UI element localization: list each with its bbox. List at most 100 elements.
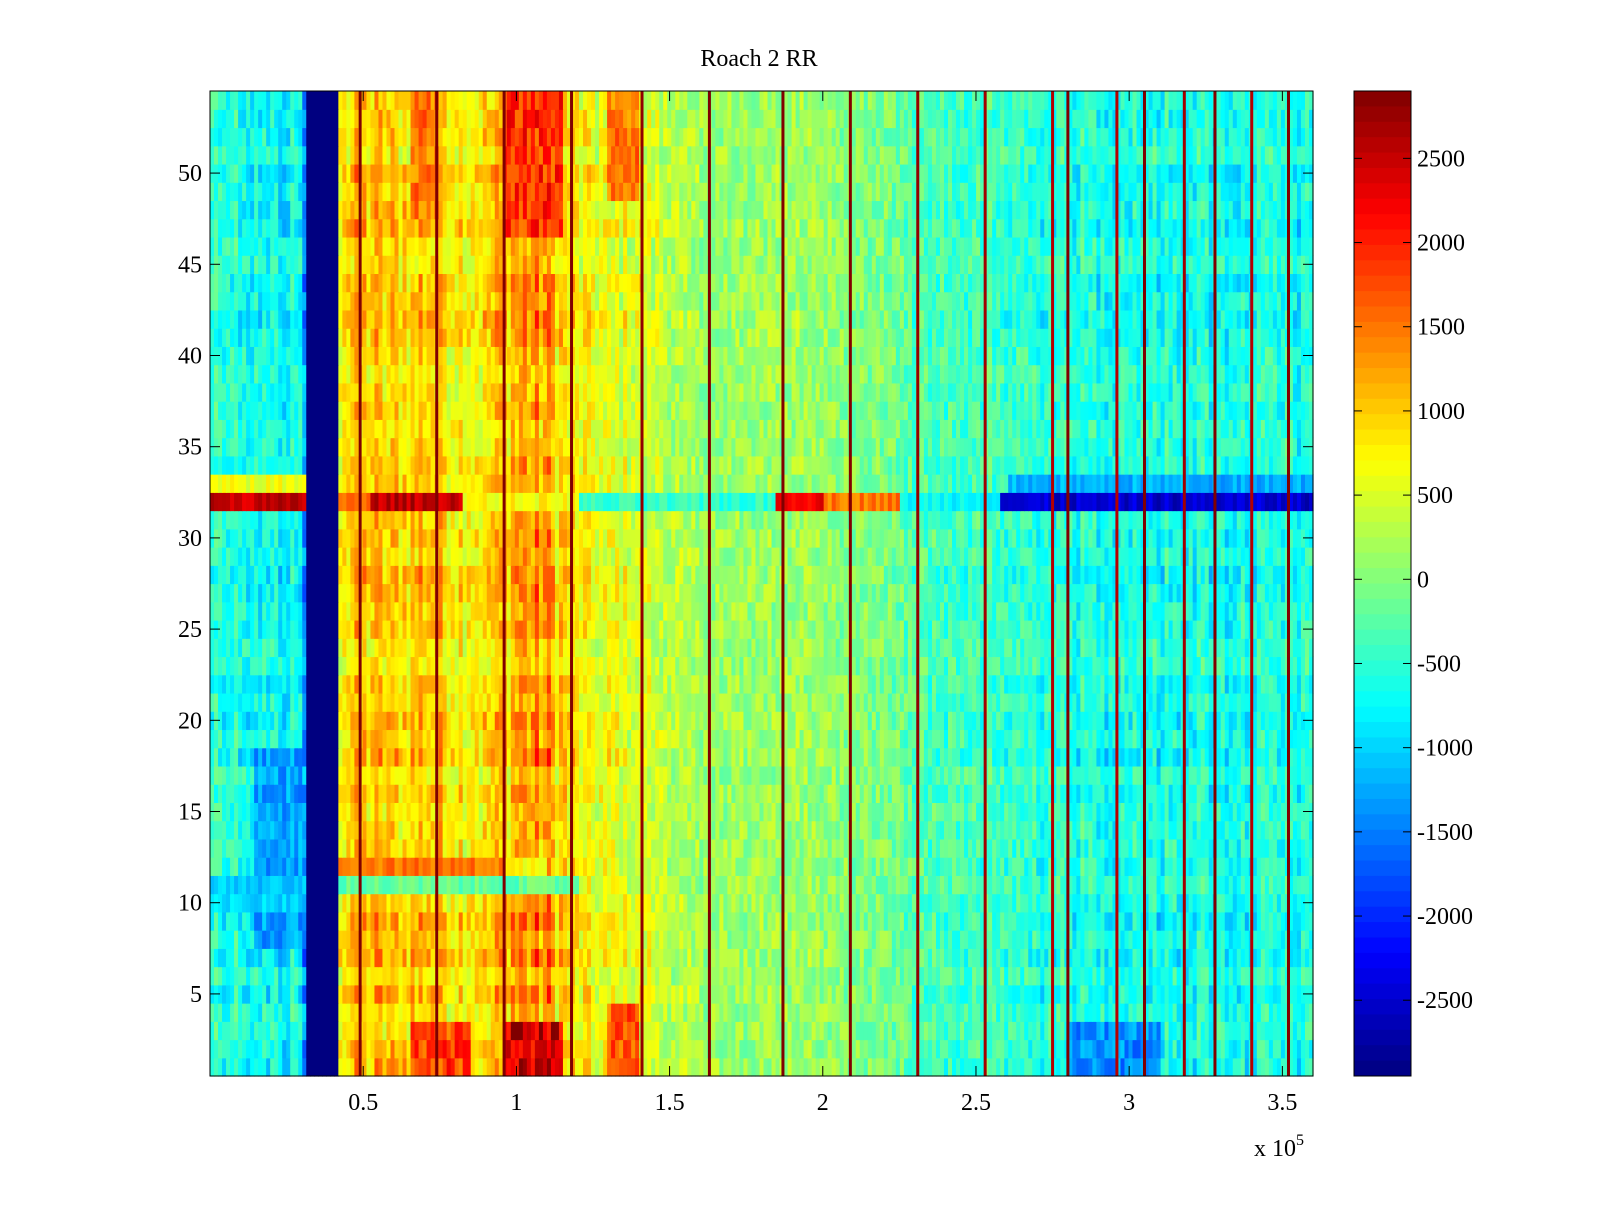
heatmap-cell (615, 966, 620, 986)
heatmap-cell (695, 747, 700, 767)
heatmap-cell (935, 1003, 941, 1022)
heatmap-cell (1192, 930, 1198, 949)
heatmap-cell (1144, 984, 1150, 1004)
heatmap-cell (679, 1003, 684, 1022)
heatmap-cell (1176, 765, 1182, 785)
heatmap-cell (635, 802, 640, 822)
heatmap-cell (286, 966, 291, 986)
heatmap-cell (298, 875, 303, 895)
heatmap-cell (1044, 930, 1049, 949)
heatmap-cell (859, 838, 865, 858)
heatmap-cell (522, 948, 528, 968)
heatmap-cell (246, 820, 251, 840)
heatmap-cell (1292, 930, 1298, 949)
heatmap-cell (462, 1021, 468, 1041)
heatmap-cell (795, 984, 801, 1004)
heatmap-cell (1256, 820, 1262, 840)
heatmap-cell (478, 747, 484, 767)
heatmap-cell (254, 930, 259, 949)
heatmap-cell (703, 948, 708, 968)
heatmap-cell (406, 802, 412, 822)
heatmap-cell (952, 875, 957, 895)
heatmap-cell (1028, 802, 1033, 822)
heatmap-cell (1124, 1039, 1130, 1059)
heatmap-cell (1172, 893, 1178, 913)
heatmap-cell (583, 1021, 588, 1041)
heatmap-cell (1236, 1057, 1242, 1077)
heatmap-cell (1304, 784, 1310, 803)
heatmap-cell (867, 1057, 873, 1077)
heatmap-cell (1292, 1021, 1298, 1041)
heatmap-cell (1120, 747, 1126, 767)
heatmap-cell (883, 802, 889, 822)
heatmap-cell (715, 966, 720, 986)
heatmap-cell (490, 1003, 496, 1022)
heatmap-cell (595, 875, 600, 895)
heatmap-cell (466, 911, 472, 931)
heatmap-cell (1144, 747, 1150, 767)
heatmap-cell (1088, 765, 1093, 785)
heatmap-cell (583, 838, 588, 858)
heatmap-cell (968, 984, 973, 1004)
heatmap-cell (895, 966, 901, 986)
heatmap-cell (579, 1021, 584, 1041)
heatmap-cell (771, 1057, 777, 1077)
heatmap-cell (960, 1039, 965, 1059)
heatmap-cell (366, 1039, 372, 1059)
heatmap-cell (1196, 747, 1202, 767)
heatmap-cell (426, 747, 432, 767)
heatmap-cell (903, 784, 909, 803)
heatmap-cell (691, 966, 696, 986)
heatmap-cell (956, 948, 961, 968)
heatmap-cell (1020, 984, 1025, 1004)
heatmap-cell (831, 875, 837, 895)
heatmap-cell (1304, 930, 1310, 949)
heatmap-cell (831, 893, 837, 913)
heatmap-cell (338, 802, 343, 822)
heatmap-cell (587, 784, 592, 803)
heatmap-cell (326, 1003, 331, 1022)
heatmap-cell (1168, 857, 1174, 876)
heatmap-cell (1032, 984, 1037, 1004)
heatmap-cell (703, 893, 708, 913)
heatmap-cell (1196, 765, 1202, 785)
heatmap-cell (1040, 1039, 1045, 1059)
heatmap-cell (442, 1039, 448, 1059)
heatmap-cell (1016, 784, 1021, 803)
heatmap-cell (390, 1039, 396, 1059)
heatmap-cell (498, 747, 504, 767)
heatmap-cell (891, 1021, 897, 1041)
heatmap-cell (1092, 984, 1098, 1004)
heatmap-cell (258, 784, 263, 803)
heatmap-cell (859, 966, 865, 986)
heatmap-cell (711, 966, 716, 986)
heatmap-cell (234, 802, 239, 822)
heatmap-cell (458, 747, 464, 767)
heatmap-cell (1080, 875, 1085, 895)
heatmap-cell (927, 747, 933, 767)
heatmap-cell (599, 838, 604, 858)
heatmap-cell (1184, 784, 1190, 803)
heatmap-cell (976, 838, 981, 858)
heatmap-cell (558, 948, 564, 968)
heatmap-cell (1068, 1021, 1073, 1041)
heatmap-cell (1268, 747, 1274, 767)
heatmap-cell (430, 893, 436, 913)
heatmap-cell (827, 765, 833, 785)
heatmap-cell (442, 820, 448, 840)
heatmap-cell (1032, 893, 1037, 913)
heatmap-cell (855, 838, 861, 858)
heatmap-cell (839, 820, 845, 840)
heatmap-cell (1068, 1003, 1073, 1022)
heatmap-cell (286, 729, 291, 749)
heatmap-cell (382, 784, 388, 803)
heatmap-cell (699, 966, 704, 986)
heatmap-cell (1072, 911, 1077, 931)
heatmap-cell (683, 802, 688, 822)
heatmap-cell (1080, 966, 1085, 986)
heatmap-cell (835, 1021, 841, 1041)
heatmap-cell (222, 729, 227, 749)
heatmap-cell (603, 1057, 608, 1077)
heatmap-cell (731, 966, 737, 986)
heatmap-cell (923, 984, 929, 1004)
